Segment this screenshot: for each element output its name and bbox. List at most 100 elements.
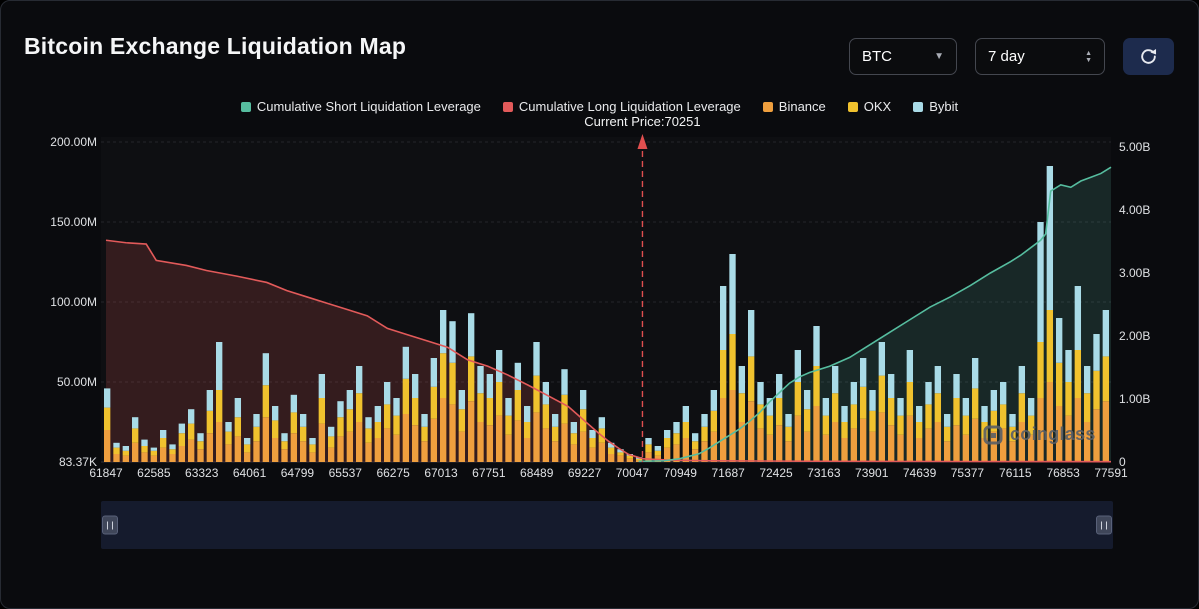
liquidation-bar-segment[interactable]: [832, 366, 839, 394]
liquidation-bar-segment[interactable]: [412, 374, 419, 398]
liquidation-bar-segment[interactable]: [468, 313, 475, 357]
range-slider[interactable]: [101, 501, 1113, 549]
liquidation-bar-segment[interactable]: [188, 423, 195, 440]
liquidation-bar-segment[interactable]: [673, 433, 680, 445]
liquidation-bar-segment[interactable]: [300, 414, 307, 427]
liquidation-bar-segment[interactable]: [757, 382, 764, 405]
liquidation-bar-segment[interactable]: [440, 353, 447, 398]
liquidation-bar-segment[interactable]: [468, 401, 475, 462]
liquidation-bar-segment[interactable]: [1084, 366, 1091, 394]
liquidation-bar-segment[interactable]: [225, 422, 232, 432]
liquidation-bar-segment[interactable]: [122, 446, 130, 451]
liquidation-bar-segment[interactable]: [869, 410, 876, 432]
liquidation-bar-segment[interactable]: [234, 417, 242, 437]
liquidation-bar-segment[interactable]: [262, 385, 270, 418]
liquidation-bar-segment[interactable]: [813, 326, 820, 366]
liquidation-bar-segment[interactable]: [272, 438, 279, 462]
liquidation-bar-segment[interactable]: [664, 447, 671, 462]
liquidation-bar-segment[interactable]: [225, 444, 232, 462]
liquidation-bar-segment[interactable]: [822, 415, 830, 435]
liquidation-bar-segment[interactable]: [458, 431, 466, 462]
liquidation-bar-segment[interactable]: [785, 414, 792, 427]
liquidation-bar-segment[interactable]: [524, 422, 531, 438]
liquidation-bar-segment[interactable]: [290, 394, 298, 413]
liquidation-bar-segment[interactable]: [253, 441, 260, 462]
liquidation-bar-segment[interactable]: [477, 366, 484, 394]
liquidation-bar-segment[interactable]: [458, 409, 466, 432]
legend-item[interactable]: OKX: [847, 99, 891, 114]
liquidation-bar-segment[interactable]: [328, 426, 335, 437]
liquidation-bar-segment[interactable]: [962, 434, 970, 462]
liquidation-bar-segment[interactable]: [654, 450, 662, 456]
liquidation-bar-segment[interactable]: [262, 417, 270, 462]
liquidation-bar-segment[interactable]: [346, 390, 354, 410]
liquidation-bar-segment[interactable]: [776, 374, 783, 398]
liquidation-bar-segment[interactable]: [832, 422, 839, 462]
liquidation-bar-segment[interactable]: [906, 382, 914, 416]
liquidation-bar-segment[interactable]: [505, 434, 512, 462]
liquidation-bar-segment[interactable]: [1065, 415, 1072, 462]
liquidation-bar-segment[interactable]: [1046, 382, 1054, 462]
liquidation-bar-segment[interactable]: [1037, 398, 1044, 462]
liquidation-bar-segment[interactable]: [1102, 310, 1110, 357]
liquidation-bar-segment[interactable]: [337, 401, 344, 418]
liquidation-bar-segment[interactable]: [878, 342, 886, 376]
liquidation-bar-segment[interactable]: [617, 449, 624, 453]
liquidation-bar-segment[interactable]: [328, 436, 335, 448]
liquidation-bar-segment[interactable]: [393, 415, 400, 435]
liquidation-bar-segment[interactable]: [580, 390, 587, 410]
liquidation-bar-segment[interactable]: [972, 388, 979, 419]
liquidation-bar-segment[interactable]: [1028, 398, 1035, 416]
liquidation-bar-segment[interactable]: [925, 404, 932, 429]
liquidation-bar-segment[interactable]: [430, 386, 438, 419]
liquidation-bar-segment[interactable]: [1018, 366, 1026, 394]
liquidation-bar-segment[interactable]: [514, 420, 522, 462]
liquidation-bar-segment[interactable]: [1037, 342, 1044, 398]
liquidation-bar-segment[interactable]: [748, 356, 755, 402]
liquidation-bar-segment[interactable]: [104, 430, 111, 462]
liquidation-bar-segment[interactable]: [197, 449, 204, 462]
liquidation-bar-segment[interactable]: [533, 342, 540, 376]
liquidation-bar-segment[interactable]: [384, 428, 391, 462]
liquidation-bar-segment[interactable]: [972, 358, 979, 389]
liquidation-bar-segment[interactable]: [346, 431, 354, 462]
liquidation-bar-segment[interactable]: [393, 398, 400, 416]
liquidation-bar-segment[interactable]: [804, 390, 811, 410]
liquidation-bar-segment[interactable]: [897, 415, 904, 435]
liquidation-bar-segment[interactable]: [113, 442, 120, 448]
liquidation-bar-segment[interactable]: [1056, 406, 1063, 462]
liquidation-bar-segment[interactable]: [1046, 310, 1054, 382]
liquidation-bar-segment[interactable]: [953, 398, 960, 426]
liquidation-bar-segment[interactable]: [934, 422, 942, 462]
liquidation-bar-segment[interactable]: [197, 441, 204, 450]
liquidation-bar-segment[interactable]: [916, 438, 923, 462]
liquidation-bar-segment[interactable]: [1009, 414, 1016, 427]
liquidation-bar-segment[interactable]: [300, 426, 307, 442]
liquidation-bar-segment[interactable]: [794, 350, 802, 382]
liquidation-bar-segment[interactable]: [776, 398, 783, 426]
liquidation-bar-segment[interactable]: [505, 415, 512, 435]
liquidation-bar-segment[interactable]: [990, 390, 998, 411]
liquidation-bar-segment[interactable]: [850, 404, 858, 429]
liquidation-bar-segment[interactable]: [496, 350, 503, 382]
liquidation-bar-segment[interactable]: [234, 436, 242, 462]
liquidation-bar-segment[interactable]: [309, 438, 316, 445]
liquidation-bar-segment[interactable]: [402, 378, 410, 414]
liquidation-bar-segment[interactable]: [645, 444, 652, 453]
liquidation-bar-segment[interactable]: [1074, 286, 1082, 350]
liquidation-bar-segment[interactable]: [729, 254, 736, 334]
liquidation-bar-segment[interactable]: [356, 366, 363, 394]
liquidation-bar-segment[interactable]: [1074, 398, 1082, 462]
liquidation-bar-segment[interactable]: [486, 425, 494, 462]
liquidation-bar-segment[interactable]: [869, 431, 876, 462]
liquidation-bar-segment[interactable]: [216, 390, 223, 422]
liquidation-bar-segment[interactable]: [384, 404, 391, 429]
slider-left-handle[interactable]: [102, 515, 118, 535]
liquidation-bar-segment[interactable]: [169, 444, 176, 450]
liquidation-bar-segment[interactable]: [496, 415, 503, 462]
liquidation-bar-segment[interactable]: [113, 454, 120, 462]
liquidation-bar-segment[interactable]: [869, 390, 876, 411]
liquidation-bar-segment[interactable]: [1065, 382, 1072, 416]
liquidation-bar-segment[interactable]: [533, 412, 540, 462]
liquidation-bar-segment[interactable]: [682, 438, 690, 462]
